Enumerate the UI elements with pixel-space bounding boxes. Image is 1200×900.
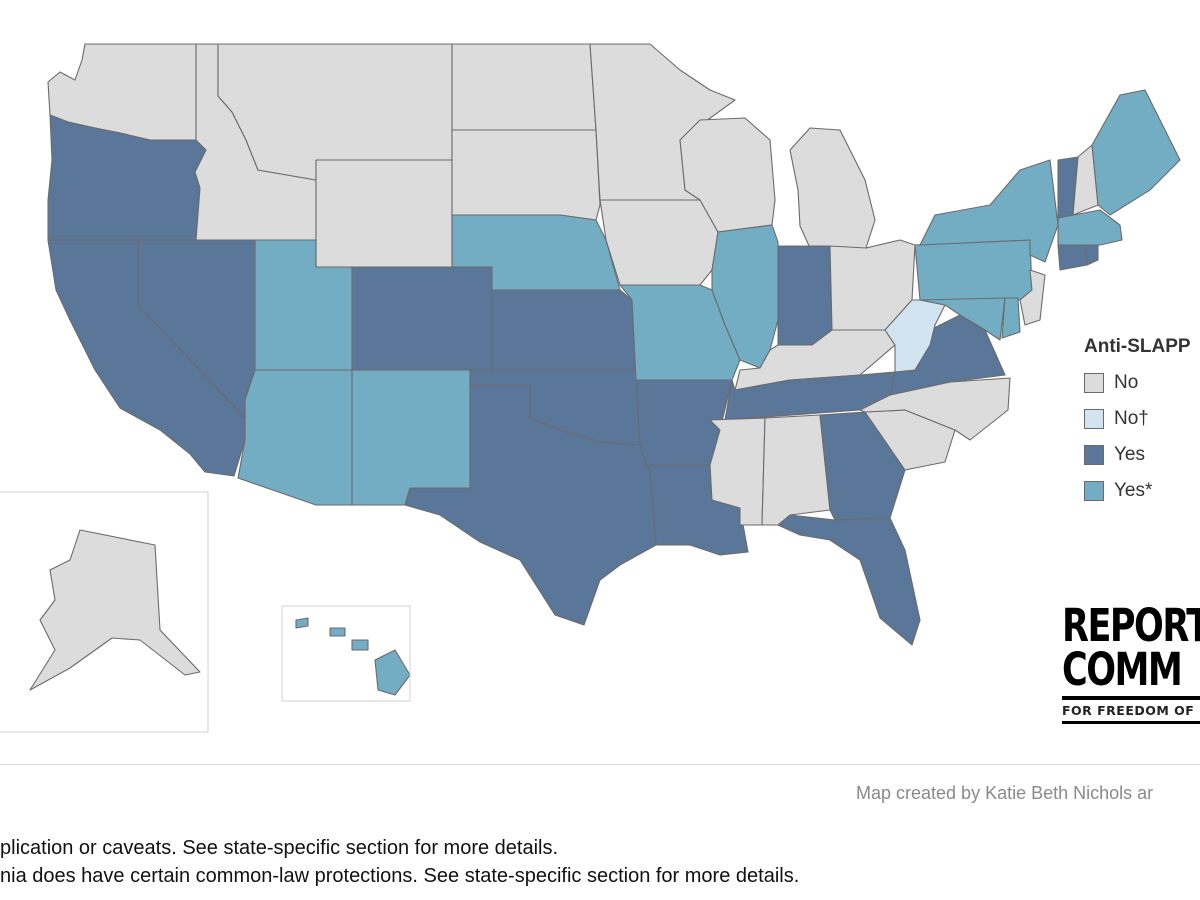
map-credit: Map created by Katie Beth Nichols ar [856,783,1154,803]
footnote-1: plication or caveats. See state-specific… [0,837,559,859]
state-ak[interactable] [29,529,201,691]
state-ny[interactable] [919,159,1059,263]
state-az[interactable] [237,369,353,506]
state-sd[interactable] [451,129,601,221]
us-map [0,43,1181,733]
state-tx[interactable] [404,384,657,626]
legend-swatch [1084,445,1104,465]
state-al[interactable] [761,414,831,526]
legend-label: Yes* [1114,480,1153,501]
hawaii-inset-frame [281,605,411,702]
state-me[interactable] [1091,89,1181,216]
state-ia[interactable] [599,199,719,286]
state-hi[interactable] [329,627,346,637]
logo-tagline: FOR FREEDOM OF [1062,703,1195,718]
state-wy[interactable] [315,159,453,268]
state-va[interactable] [889,314,1006,396]
state-mi[interactable] [789,127,876,249]
state-pa[interactable] [914,239,1033,301]
alaska-inset-frame [0,491,209,733]
state-hi[interactable] [295,617,309,629]
logo-rule-bottom [1062,721,1200,724]
state-wv[interactable] [884,299,946,373]
state-fl[interactable] [777,514,921,646]
state-hi[interactable] [374,649,411,696]
legend-item-no[interactable]: No [1084,372,1200,394]
logo-line-2: COMM [1062,643,1183,696]
legend-swatch [1084,409,1104,429]
state-co[interactable] [351,266,493,371]
state-nd[interactable] [451,43,597,131]
footnote-2: nia does have certain common-law protect… [0,865,800,887]
state-de[interactable] [1001,297,1021,339]
state-nj[interactable] [1019,269,1046,326]
legend-label: Yes [1114,444,1145,465]
rcfp-logo: REPORT COMM FOR FREEDOM OF [1062,604,1200,724]
state-mo[interactable] [619,284,741,381]
legend-label: No [1114,372,1139,393]
legend-label: No† [1114,408,1149,429]
state-ct[interactable] [1057,244,1088,271]
legend-swatch [1084,481,1104,501]
state-in[interactable] [777,245,833,346]
state-wi[interactable] [679,117,776,233]
legend-title: Anti-SLAPP [1084,336,1191,357]
legend-item-yes-star[interactable]: Yes* [1084,480,1200,502]
legend-swatch [1084,373,1104,393]
logo-rule [1062,696,1200,700]
state-hi[interactable] [351,639,369,651]
logo-line-1: REPORT [1062,604,1200,652]
legend-item-yes[interactable]: Yes [1084,444,1200,466]
divider [0,764,1200,765]
state-ks[interactable] [491,289,637,371]
legend: Anti-SLAPP No No† Yes Yes* [1084,336,1200,502]
state-nm[interactable] [351,369,471,506]
legend-item-no-dagger[interactable]: No† [1084,408,1200,430]
state-ri[interactable] [1084,244,1099,266]
